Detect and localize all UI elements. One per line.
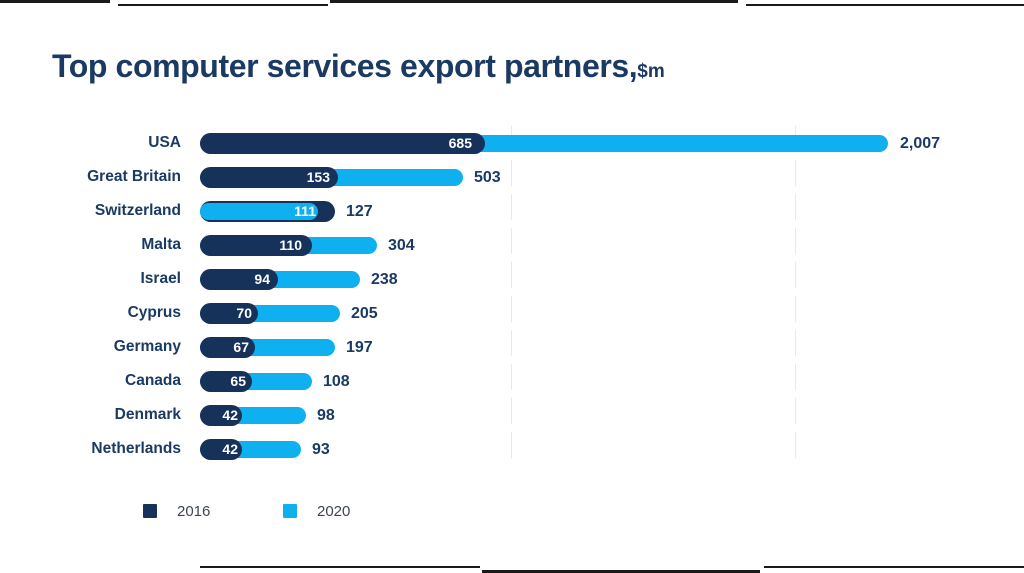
- bar-2020: [200, 203, 318, 220]
- bar-value-2016: 65: [230, 373, 246, 389]
- bar-2016: [200, 269, 278, 290]
- category-label: Denmark: [114, 406, 181, 423]
- legend-label: 2016: [177, 502, 211, 520]
- bar-value-2016: 42: [222, 407, 238, 423]
- bar-value-2020: 238: [371, 271, 398, 288]
- legend-swatch-icon-2016: [143, 504, 157, 518]
- bar-value-2020: 503: [474, 169, 501, 186]
- bar-value-2020: 205: [351, 305, 378, 322]
- bar-value-2016: 685: [448, 135, 472, 151]
- bar-value-2016: 153: [306, 169, 330, 185]
- category-label: Germany: [113, 338, 181, 355]
- bar-value-2020: 108: [323, 373, 350, 390]
- category-label: Great Britain: [87, 168, 181, 185]
- category-label: USA: [148, 134, 181, 151]
- category-label: Switzerland: [94, 202, 181, 219]
- bar-value-2020: 2,007: [900, 135, 941, 152]
- legend-swatch-icon-2020: [283, 504, 297, 518]
- gridline-1: [511, 126, 512, 466]
- chart-row: Malta 110 304: [0, 228, 1024, 262]
- chart-row: Germany 67 197: [0, 330, 1024, 364]
- bar-2016: [200, 337, 255, 358]
- category-label: Netherlands: [91, 440, 181, 457]
- chart-row: USA 685 2,007: [0, 126, 1024, 160]
- chart-plot-area: USA 685 2,007 Great Britain 153 503 Swit…: [0, 126, 1024, 466]
- chart-row: Netherlands 42 93: [0, 432, 1024, 466]
- bar-2016: [200, 235, 312, 256]
- slide-border-top-segment-3: [330, 0, 738, 3]
- slide-border-bottom-segment-3: [764, 566, 1024, 568]
- bar-value-2016: 110: [279, 237, 302, 253]
- slide-border-top-segment-1: [0, 0, 110, 3]
- bar-2016: [200, 133, 485, 154]
- bar-value-2016: 42: [222, 441, 238, 457]
- bar-2016: [200, 303, 258, 324]
- bar-value-2016: 70: [236, 305, 252, 321]
- page-title: Top computer services export partners,$m: [52, 48, 665, 85]
- slide-border-top-segment-2: [118, 4, 328, 6]
- chart-row: Israel 94 238: [0, 262, 1024, 296]
- bar-value-2020: 197: [346, 339, 373, 356]
- category-label: Israel: [140, 270, 181, 287]
- bar-value-2016: 67: [233, 339, 249, 355]
- chart-row: Canada 65 108: [0, 364, 1024, 398]
- category-label: Cyprus: [127, 304, 181, 321]
- bar-value-2020: 127: [346, 203, 373, 220]
- category-label: Malta: [141, 236, 181, 253]
- bar-value-2016: 111: [294, 203, 316, 219]
- legend-item-2020[interactable]: 2020: [283, 500, 350, 522]
- slide-border-bottom-segment-2: [482, 570, 760, 573]
- chart-row: Great Britain 153 503: [0, 160, 1024, 194]
- page-title-text: Top computer services export partners,: [52, 48, 638, 84]
- bar-2016: [200, 439, 242, 460]
- bar-value-2020: 93: [312, 441, 330, 458]
- chart-row: Denmark 42 98: [0, 398, 1024, 432]
- bar-2016: [200, 167, 338, 188]
- bar-2016: [200, 405, 242, 426]
- gridline-2: [795, 126, 796, 466]
- bar-value-2020: 98: [317, 407, 335, 424]
- chart-row: Switzerland 111 127: [0, 194, 1024, 228]
- chart-row: Cyprus 70 205: [0, 296, 1024, 330]
- category-label: Canada: [125, 372, 181, 389]
- slide-border-top-segment-4: [746, 4, 1024, 6]
- bar-2016: [200, 371, 252, 392]
- bar-value-2020: 304: [388, 237, 415, 254]
- page-title-unit: $m: [637, 61, 665, 82]
- bar-value-2016: 94: [254, 271, 270, 287]
- slide-border-bottom-segment-1: [200, 566, 480, 568]
- legend-item-2016[interactable]: 2016: [143, 500, 210, 522]
- legend-label: 2020: [317, 502, 351, 520]
